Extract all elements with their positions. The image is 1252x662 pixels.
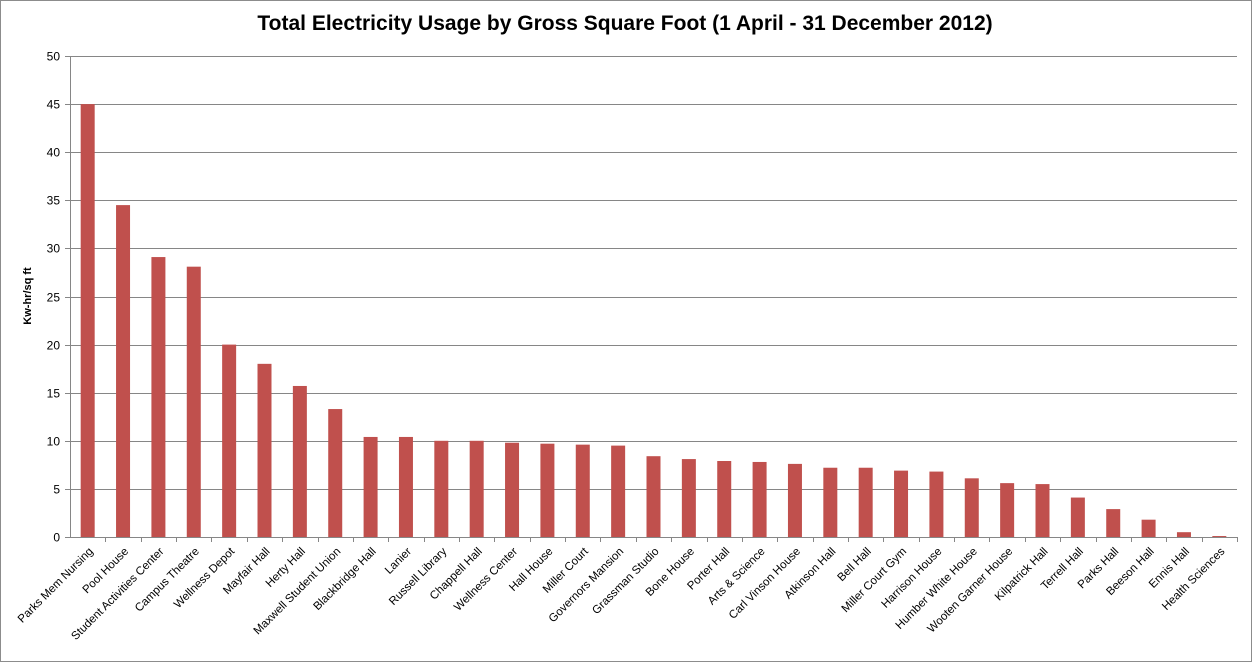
bar [257,363,272,537]
x-tick-label: Harrison House [880,546,945,611]
bar [858,467,873,537]
x-tick-label: Blackbridge Hall [311,546,378,613]
bar [398,436,413,537]
bar [752,461,767,537]
bar [1070,497,1085,537]
y-tick-label: 10 [47,435,61,449]
bar [80,104,95,537]
bar [1106,509,1121,537]
y-tick-label: 50 [47,50,61,64]
bar [540,443,555,537]
bar [787,463,802,537]
bar [469,440,484,537]
y-tick-label: 40 [47,146,61,160]
x-tick-label: Campus Theatre [133,546,202,615]
bar [1176,532,1191,537]
y-tick-label: 45 [47,98,61,112]
bar [823,467,838,537]
bar [611,445,626,537]
y-tick-label: 0 [53,531,60,545]
x-tick-label: Grassman Studio [590,546,661,617]
bar [1212,536,1227,537]
bar [186,266,201,537]
bar [929,471,944,537]
bar [575,444,590,537]
y-axis-ticks: 0 5 10 15 20 25 30 35 40 45 50 [47,50,70,545]
bar [151,257,166,537]
bar [1035,484,1050,537]
bar [434,440,449,537]
y-tick-label: 5 [53,483,60,497]
y-tick-label: 25 [47,291,61,305]
x-tick-label: Wellness Depot [172,545,238,611]
y-tick-label: 15 [47,387,61,401]
bar [363,436,378,537]
bar [116,205,131,538]
chart-title: Total Electricity Usage by Gross Square … [257,12,993,35]
bars [80,104,1227,538]
y-axis-label: Kw-hr/sq ft [22,267,34,325]
x-tick-label: Lanier [383,546,414,577]
y-tick-label: 30 [47,242,61,256]
bar [681,459,696,537]
bar [505,442,520,537]
bar [222,344,237,537]
bar [1000,483,1015,537]
x-tick-label: Wellness Center [452,546,520,614]
bar [894,470,909,537]
bar [1141,519,1156,537]
y-tick-label: 35 [47,194,61,208]
bar [292,385,307,537]
bar [717,461,732,537]
gridlines [70,56,1237,490]
bar [646,456,661,537]
x-tick-label: Miller Court Gym [840,546,909,615]
x-tick-label: Health Sciences [1160,545,1227,612]
y-tick-label: 20 [47,339,61,353]
bar [328,409,343,537]
bar [964,478,979,537]
